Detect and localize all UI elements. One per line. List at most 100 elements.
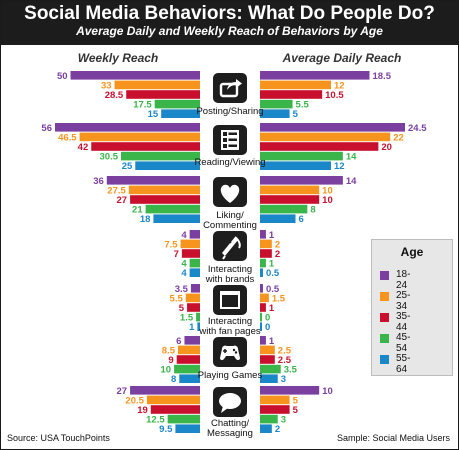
weekly-value-liking-commenting-18-24: 36: [93, 176, 104, 187]
weekly-bar-interacting-with-brands-45-54: [189, 258, 200, 268]
category-label: Liking/Commenting: [185, 211, 275, 231]
weekly-bar-interacting-with-fan-pages-25-34: [185, 293, 200, 303]
weekly-value-playing-games-35-44: 9: [168, 355, 173, 366]
daily-value-liking-commenting-55-64: 6: [299, 214, 304, 225]
category-label-line: Interacting: [207, 264, 253, 275]
daily-value-posting-sharing-35-44: 10.5: [325, 90, 344, 101]
weekly-bar-liking-commenting-45-54: [145, 204, 200, 214]
daily-bar-interacting-with-fan-pages-35-44: [260, 303, 266, 312]
category-label-line: Chatting/: [210, 418, 250, 429]
daily-bar-posting-sharing-35-44: [260, 90, 323, 99]
weekly-value-posting-sharing-25-34: 33: [101, 80, 112, 91]
weekly-bar-posting-sharing-55-64: [161, 109, 200, 118]
weekly-value-chatting-messaging-25-34: 20.5: [125, 395, 144, 406]
header-banner: Social Media Behaviors: What Do People D…: [1, 1, 458, 45]
legend-label: 55-64: [396, 353, 411, 375]
category-label: Interacting with brands: [185, 265, 275, 285]
category-label-line: Interacting: [207, 316, 253, 327]
weekly-bar-posting-sharing-45-54: [154, 99, 200, 109]
daily-value-interacting-with-brands-45-54: 1: [269, 259, 275, 270]
daily-value-chatting-messaging-25-34: 5: [293, 395, 299, 406]
weekly-bar-posting-sharing-25-34: [114, 80, 200, 90]
weekly-bar-interacting-with-fan-pages-45-54: [196, 312, 200, 322]
weekly-value-liking-commenting-45-54: 21: [132, 205, 143, 216]
weekly-value-reading-viewing-35-44: 42: [78, 142, 89, 153]
weekly-bar-interacting-with-fan-pages-55-64: [197, 322, 200, 331]
weekly-bar-chatting-messaging-45-54: [167, 414, 200, 424]
daily-bar-chatting-messaging-18-24: [260, 386, 320, 395]
weekly-bar-posting-sharing-18-24: [70, 71, 201, 80]
daily-bar-reading-viewing-45-54: [260, 151, 343, 161]
daily-value-reading-viewing-25-34: 22: [393, 132, 404, 143]
daily-value-interacting-with-brands-35-44: 2: [275, 249, 280, 260]
daily-bar-interacting-with-fan-pages-25-34: [260, 293, 269, 303]
weekly-value-liking-commenting-35-44: 27: [117, 195, 128, 206]
daily-value-playing-games-45-54: 3.5: [284, 365, 298, 376]
daily-bar-chatting-messaging-35-44: [260, 405, 290, 414]
weekly-value-interacting-with-brands-35-44: 7: [174, 249, 179, 260]
daily-bar-reading-viewing-18-24: [260, 123, 405, 132]
daily-bar-liking-commenting-25-34: [260, 185, 320, 195]
weekly-bar-interacting-with-brands-55-64: [189, 268, 200, 277]
category-label: Interacting with fan pages: [185, 317, 275, 337]
weekly-value-liking-commenting-25-34: 27.5: [107, 185, 126, 196]
daily-bar-playing-games-45-54: [260, 364, 281, 374]
daily-value-chatting-messaging-55-64: 2: [275, 424, 280, 435]
legend-swatch: [380, 313, 389, 322]
legend-label: 35-44: [396, 311, 411, 333]
daily-bar-playing-games-35-44: [260, 355, 275, 364]
weekly-value-playing-games-25-34: 8.5: [162, 345, 176, 356]
weekly-bar-interacting-with-brands-25-34: [180, 239, 200, 249]
source-note: Source: USA TouchPoints: [7, 433, 110, 443]
weekly-bar-liking-commenting-55-64: [153, 214, 200, 223]
sample-note: Sample: Social Media Users: [337, 433, 451, 443]
daily-bar-interacting-with-brands-35-44: [260, 249, 272, 258]
weekly-bar-reading-viewing-35-44: [91, 142, 200, 151]
weekly-bar-interacting-with-fan-pages-35-44: [187, 303, 200, 312]
daily-bar-playing-games-18-24: [260, 336, 266, 345]
weekly-value-chatting-messaging-35-44: 19: [137, 405, 148, 416]
daily-value-chatting-messaging-45-54: 3: [281, 415, 286, 426]
weekly-value-interacting-with-brands-25-34: 7.5: [164, 239, 178, 250]
category-label-line: Posting/Sharing: [196, 106, 264, 117]
weekly-bar-interacting-with-brands-18-24: [189, 230, 200, 239]
weekly-bar-liking-commenting-35-44: [130, 195, 200, 204]
weekly-value-chatting-messaging-18-24: 27: [117, 386, 128, 397]
reading-list-icon: [213, 125, 247, 155]
weekly-bar-playing-games-25-34: [177, 345, 200, 355]
daily-bar-interacting-with-brands-45-54: [260, 258, 266, 268]
weekly-value-interacting-with-brands-45-54: 4: [181, 259, 187, 270]
age-legend: Age 18-24 25-34 35-44 45-54 55-64: [371, 239, 453, 376]
daily-value-chatting-messaging-18-24: 10: [322, 386, 333, 397]
daily-value-posting-sharing-25-34: 12: [334, 80, 345, 91]
weekly-value-interacting-with-brands-18-24: 4: [181, 230, 187, 241]
weekly-bar-playing-games-18-24: [184, 336, 200, 345]
daily-value-interacting-with-brands-18-24: 1: [269, 230, 275, 241]
category-label: Playing Games: [185, 371, 275, 381]
daily-bar-playing-games-25-34: [260, 345, 275, 355]
daily-value-liking-commenting-35-44: 10: [322, 195, 333, 206]
weekly-value-reading-viewing-25-34: 46.5: [58, 132, 77, 143]
weekly-bar-playing-games-55-64: [179, 374, 200, 383]
legend-swatch: [380, 334, 389, 343]
daily-bar-liking-commenting-35-44: [260, 195, 320, 204]
weekly-bar-chatting-messaging-55-64: [175, 424, 200, 433]
heart-icon: [213, 177, 247, 207]
weekly-bar-interacting-with-brands-35-44: [181, 249, 200, 258]
category-label-line: Commenting: [203, 220, 257, 231]
weekly-value-playing-games-18-24: 6: [176, 336, 181, 347]
daily-bar-interacting-with-brands-25-34: [260, 239, 272, 249]
megaphone-icon: [213, 231, 247, 261]
daily-value-liking-commenting-45-54: 8: [310, 205, 315, 216]
legend-label: 18-24: [396, 269, 411, 291]
weekly-value-posting-sharing-35-44: 28.5: [105, 90, 124, 101]
weekly-value-interacting-with-fan-pages-35-44: 5: [179, 303, 185, 314]
daily-value-posting-sharing-45-54: 5.5: [296, 100, 310, 111]
daily-value-interacting-with-fan-pages-45-54: 0: [265, 313, 270, 324]
daily-value-interacting-with-fan-pages-25-34: 1.5: [272, 293, 286, 304]
daily-value-liking-commenting-18-24: 14: [346, 176, 357, 187]
daily-value-playing-games-18-24: 1: [269, 336, 275, 347]
category-label: Posting/Sharing: [185, 107, 275, 117]
category-label-line: Reading/Viewing: [194, 157, 266, 168]
